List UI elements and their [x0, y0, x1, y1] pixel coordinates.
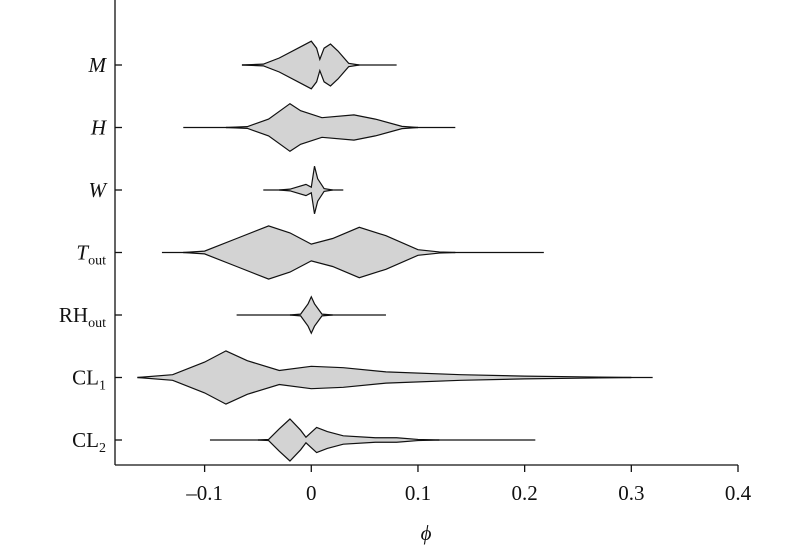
y-tick-label: CL2: [72, 428, 106, 456]
y-tick-label: M: [88, 53, 108, 77]
violin-half: [289, 295, 333, 316]
label-base: RH: [59, 303, 88, 327]
y-tick-label: H: [90, 116, 108, 140]
x-tick-label: 0.3: [618, 481, 644, 505]
label-base: W: [89, 178, 109, 202]
x-tick-label: 0.1: [405, 481, 431, 505]
label-base: CL: [72, 428, 99, 452]
label-base: H: [90, 116, 108, 140]
label-sub: out: [88, 254, 106, 269]
violin-half: [289, 314, 333, 335]
violin-half: [257, 439, 440, 462]
x-axis-label: ϕ: [421, 521, 432, 545]
y-tick-label: CL1: [72, 366, 106, 394]
violin-half: [137, 376, 632, 405]
label-base: M: [88, 53, 108, 77]
violin-half: [137, 350, 632, 379]
y-tick-label: Tout: [76, 241, 106, 269]
label-base: T: [76, 241, 89, 265]
y-tick-label: W: [89, 178, 109, 202]
violin-half: [183, 251, 456, 280]
violin-half: [225, 126, 419, 153]
y-tick-label: RHout: [59, 303, 106, 331]
x-tick-label: 0.4: [725, 481, 752, 505]
x-tick-label: 0: [306, 481, 317, 505]
violin-half: [241, 64, 360, 90]
label-base: CL: [72, 366, 99, 390]
x-tick-label: –0.1: [185, 481, 223, 505]
violin-half: [241, 40, 360, 66]
violin-half: [279, 189, 333, 214]
x-tick-label: 0.2: [512, 481, 538, 505]
violin-half: [279, 166, 333, 191]
label-sub: 2: [99, 441, 106, 456]
violin-half: [225, 102, 419, 129]
label-sub: out: [88, 316, 106, 331]
violin-half: [257, 418, 440, 441]
label-sub: 1: [99, 379, 106, 394]
violin-half: [183, 225, 456, 254]
